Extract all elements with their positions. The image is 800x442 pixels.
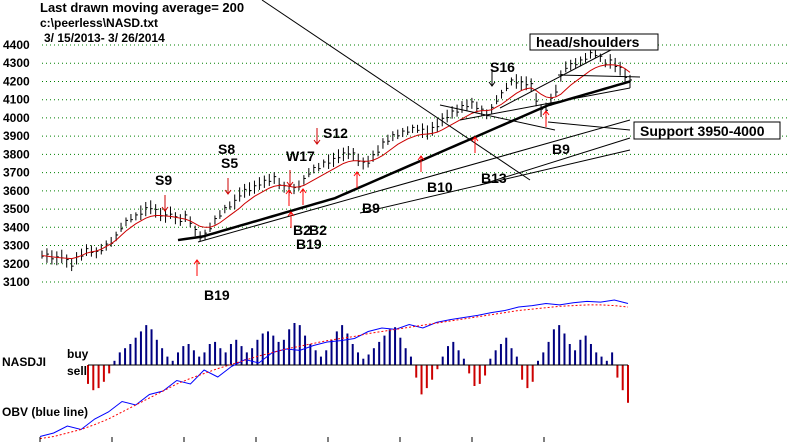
- signal-label: S12: [323, 125, 348, 141]
- y-tick-label: 3700: [3, 166, 30, 180]
- trend-line: [439, 104, 556, 131]
- y-tick-label: 3500: [3, 202, 30, 216]
- signal-arrow-head: [285, 189, 293, 195]
- signal-label: W17: [286, 148, 315, 164]
- obv-line: [39, 299, 629, 437]
- data-file-label: c:\peerless\NASD.txt: [40, 16, 159, 30]
- signal-label: B9: [362, 200, 380, 216]
- y-tick-label: 3600: [3, 184, 30, 198]
- y-tick-label: 3800: [3, 147, 30, 161]
- signal-label: B2: [309, 222, 327, 238]
- trend-line: [197, 119, 631, 243]
- trend-line: [557, 74, 641, 78]
- signal-label: B19: [204, 287, 230, 303]
- signal-arrow-head: [287, 211, 295, 217]
- annotation-label: head/shoulders: [536, 34, 640, 50]
- signal-label: B9: [552, 141, 570, 157]
- signal-arrow-head: [488, 81, 496, 87]
- y-tick-label: 4200: [3, 74, 30, 88]
- signal-arrow-head: [353, 171, 361, 177]
- indicator-label-buy: buy: [67, 347, 89, 361]
- signal-label: S16: [490, 59, 515, 75]
- signal-arrow-head: [161, 206, 169, 212]
- trend-line: [261, 0, 531, 181]
- obv-moving-average-line: [39, 304, 629, 440]
- y-tick-label: 3400: [3, 220, 30, 234]
- signal-label: B19: [296, 236, 322, 252]
- y-tick-label: 3100: [3, 275, 30, 289]
- moving-average-short-line: [41, 64, 631, 260]
- signal-label: B13: [481, 170, 507, 186]
- signal-arrow-head: [286, 181, 294, 187]
- indicator-label-nasdji: NASDJI: [2, 355, 47, 369]
- trend-line: [547, 121, 631, 131]
- y-tick-label: 4100: [3, 93, 30, 107]
- trend-line: [359, 149, 631, 214]
- trend-line: [479, 137, 631, 186]
- signal-label: S9: [155, 172, 172, 188]
- date-range-label: 3/ 15/2013- 3/ 26/2014: [44, 31, 165, 45]
- indicator-label-obv: OBV (blue line): [2, 405, 89, 419]
- signal-arrow-head: [193, 259, 201, 265]
- annotation-label: Support 3950-4000: [640, 123, 765, 139]
- y-tick-label: 3900: [3, 129, 30, 143]
- signal-arrow-head: [299, 188, 307, 194]
- chart-title: Last drawn moving average= 200: [40, 0, 245, 15]
- y-tick-label: 4300: [3, 56, 30, 70]
- signal-arrow-head: [542, 110, 550, 116]
- trend-line: [499, 39, 631, 109]
- annotation-box: [633, 121, 781, 140]
- y-tick-label: 4400: [3, 38, 30, 52]
- signal-arrow-head: [471, 136, 479, 142]
- signal-label: B10: [427, 179, 453, 195]
- signal-label: B2: [293, 222, 311, 238]
- signal-arrow-head: [313, 139, 321, 145]
- signal-arrow-head: [417, 155, 425, 161]
- y-tick-label: 3200: [3, 257, 30, 271]
- annotation-box: [529, 33, 659, 51]
- trend-line: [459, 87, 631, 121]
- signal-label: S8: [218, 141, 235, 157]
- signal-label: S5: [221, 155, 238, 171]
- moving-average-200-line: [177, 80, 631, 242]
- signal-arrow-head: [224, 189, 232, 195]
- y-tick-label: 3300: [3, 239, 30, 253]
- y-tick-label: 4000: [3, 111, 30, 125]
- indicator-label-sell: sell: [67, 364, 88, 378]
